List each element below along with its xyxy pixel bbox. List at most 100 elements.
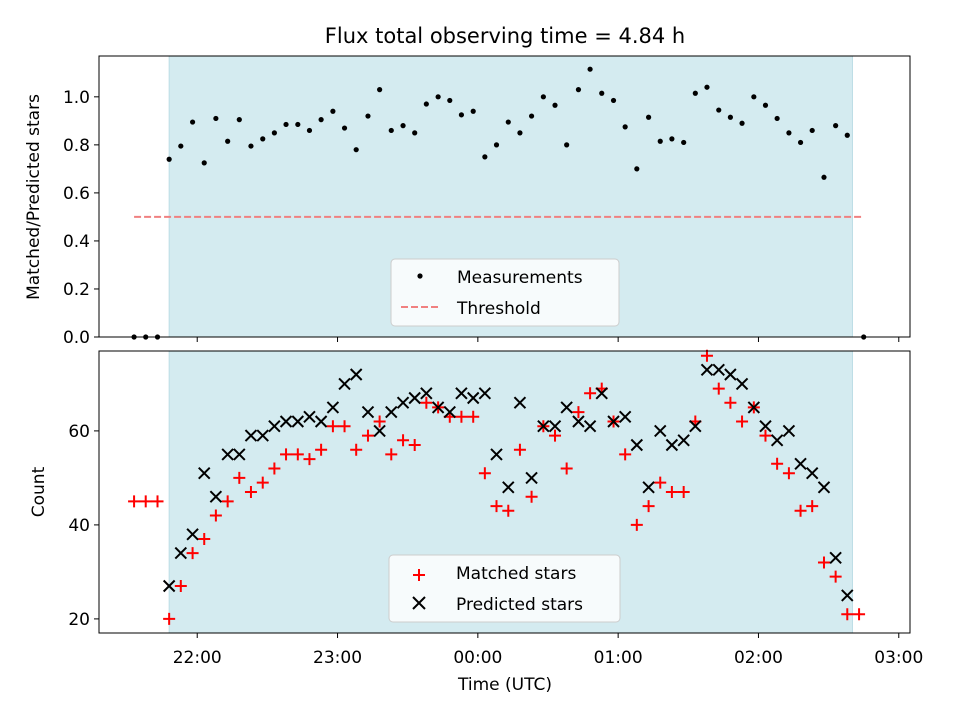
matched-star-point — [455, 410, 468, 423]
matched-star-point — [759, 429, 772, 442]
measurement-point — [423, 101, 429, 107]
measurement-point — [353, 147, 359, 153]
measurement-point — [669, 136, 675, 142]
measurement-point — [540, 94, 546, 100]
predicted-star-point — [233, 448, 246, 461]
measurement-point — [821, 174, 827, 180]
predicted-star-point — [291, 415, 305, 428]
predicted-star-point — [630, 438, 644, 452]
matched-star-point — [244, 486, 257, 498]
predicted-star-point — [431, 401, 445, 414]
matched-star-point — [303, 453, 316, 466]
predicted-star-point — [759, 419, 772, 433]
predicted-star-point — [595, 387, 608, 400]
predicted-star-point — [174, 546, 188, 560]
measurement-point — [260, 136, 266, 142]
predicted-star-point — [537, 419, 550, 433]
predicted-star-point — [373, 424, 386, 438]
measurement-point — [248, 143, 254, 149]
predicted-star-point — [326, 401, 340, 414]
matched-star-point — [619, 448, 632, 461]
predicted-star-point — [770, 434, 784, 447]
predicted-star-point — [677, 434, 690, 447]
matched-star-point — [373, 415, 386, 428]
measurement-point — [435, 94, 441, 100]
x-axis-label: Time (UTC) — [457, 675, 552, 695]
measurement-point — [341, 125, 348, 131]
measurement-point — [645, 114, 652, 120]
measurement-point — [470, 108, 476, 114]
measurement-point — [681, 139, 687, 146]
matched-star-point — [782, 467, 795, 480]
matched-star-point — [315, 443, 328, 456]
matched-star-point — [268, 462, 281, 475]
predicted-star-point — [654, 424, 667, 438]
predicted-star-point — [829, 551, 842, 565]
predicted-star-point — [700, 363, 714, 377]
measurement-point — [552, 102, 558, 108]
predicted-star-point — [607, 415, 620, 428]
measurement-point — [271, 130, 277, 136]
measurement-point — [786, 130, 792, 136]
chart-title: Flux total observing time = 4.84 h — [325, 24, 685, 48]
predicted-star-point — [525, 471, 538, 485]
predicted-star-point — [279, 415, 293, 428]
predicted-star-point — [817, 481, 831, 494]
predicted-star-point — [162, 579, 176, 593]
matched-star-point — [128, 495, 141, 508]
x-tick-label: 01:00 — [594, 648, 643, 668]
measurement-point — [400, 123, 406, 129]
predicted-star-point — [572, 415, 585, 428]
measurement-point — [458, 112, 465, 118]
predicted-star-point — [396, 396, 410, 409]
measurement-point — [213, 115, 219, 122]
measurement-point — [564, 142, 570, 148]
matched-star-point — [385, 448, 398, 461]
predicted-star-point — [747, 401, 761, 414]
matched-star-point — [630, 518, 643, 531]
measurement-point — [844, 132, 850, 138]
matched-star-point — [209, 509, 222, 522]
top-y-tick-label: 0.8 — [63, 136, 90, 156]
predicted-star-point — [548, 419, 562, 433]
measurement-point — [493, 142, 500, 148]
bottom-y-tick-label: 60 — [68, 422, 90, 442]
matched-star-point — [291, 448, 304, 461]
measurement-point — [751, 94, 757, 100]
matched-star-point — [525, 490, 538, 503]
x-tick-label: 22:00 — [173, 648, 222, 668]
measurement-point — [236, 117, 242, 123]
matched-star-point — [677, 486, 690, 498]
matched-star-point — [560, 462, 573, 475]
measurement-point — [809, 127, 815, 134]
legend-marker-measurements — [417, 273, 423, 279]
measurement-point — [166, 156, 172, 162]
matched-star-point — [326, 420, 339, 433]
matched-star-point — [233, 471, 246, 484]
measurement-point — [482, 154, 488, 160]
top-legend-box — [390, 258, 620, 327]
matched-star-point — [841, 608, 854, 621]
predicted-star-point — [467, 391, 480, 405]
matched-star-point — [549, 429, 562, 442]
predicted-star-point — [735, 377, 749, 391]
top-plot-frame — [98, 55, 911, 338]
predicted-star-point — [794, 457, 807, 471]
matched-star-point — [174, 580, 187, 592]
matched-star-point — [186, 547, 199, 560]
measurement-point — [622, 124, 628, 130]
predicted-star-point — [420, 387, 433, 400]
measurement-point — [599, 90, 605, 96]
top-legend: Measurements Threshold — [390, 258, 620, 327]
top-y-tick-label: 0.0 — [63, 328, 90, 348]
matched-star-point — [338, 420, 351, 433]
matched-star-point — [794, 504, 807, 517]
matched-star-point — [806, 500, 819, 513]
predicted-star-point — [314, 415, 328, 428]
predicted-star-point — [221, 448, 234, 461]
predicted-star-point — [349, 368, 363, 381]
measurement-point — [306, 127, 313, 134]
predicted-star-point — [560, 401, 573, 414]
matched-star-point — [502, 504, 515, 517]
measurement-point — [774, 115, 780, 122]
